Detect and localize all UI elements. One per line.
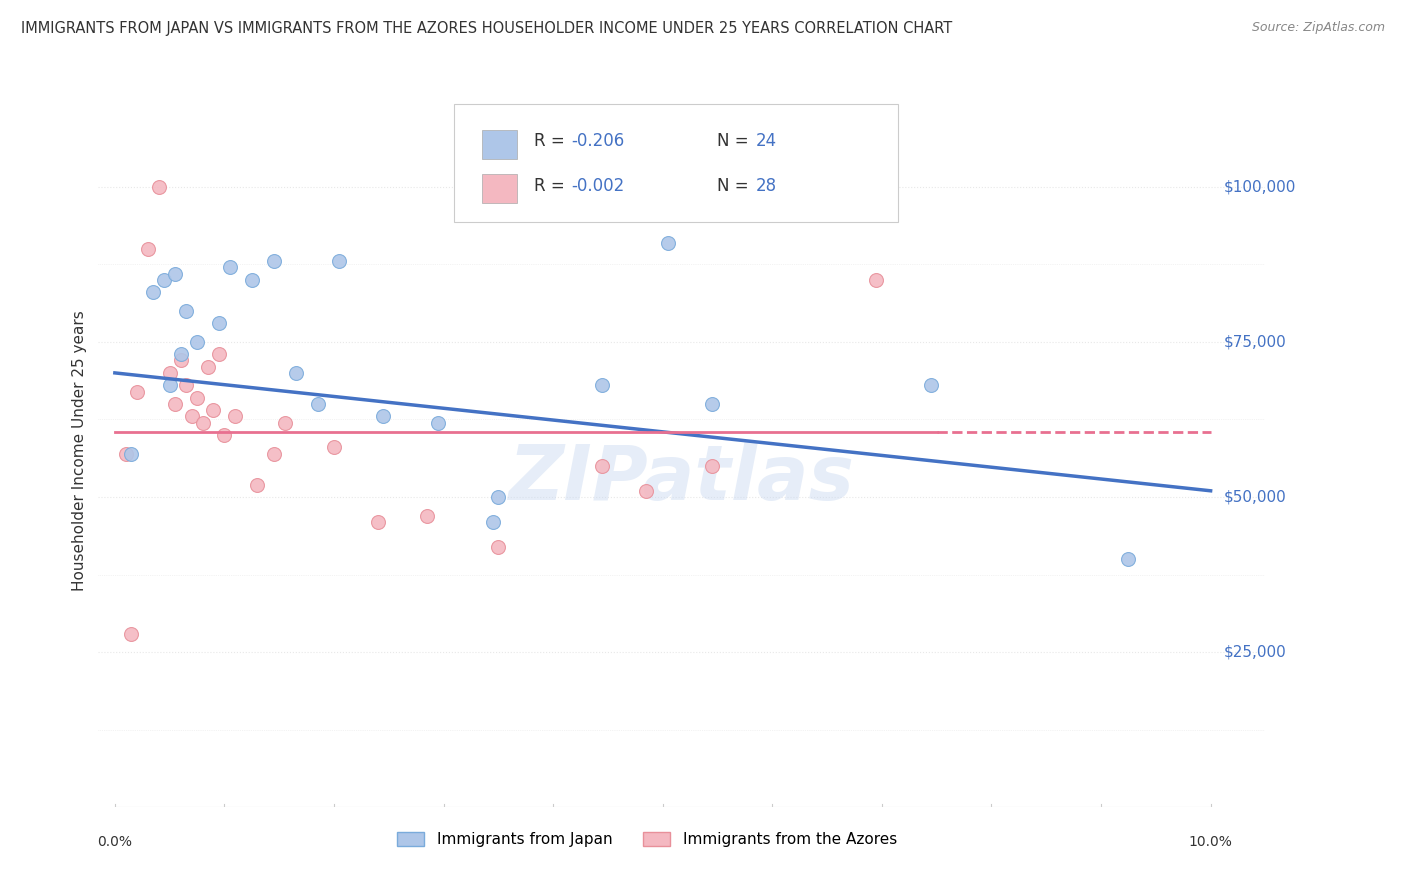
Point (700, 458, 723, 473)
Text: $100,000: $100,000 (1223, 179, 1296, 194)
Point (224, 409, 246, 424)
Point (136, 242, 159, 256)
Point (328, 254, 350, 268)
Point (486, 490, 509, 504)
Point (208, 347, 231, 361)
Text: 24: 24 (755, 133, 776, 151)
Point (165, 397, 187, 411)
Point (186, 391, 208, 405)
Text: $25,000: $25,000 (1223, 645, 1286, 659)
Text: ZIPatlas: ZIPatlas (509, 442, 855, 516)
Y-axis label: Householder Income Under 25 years: Householder Income Under 25 years (72, 310, 87, 591)
Point (246, 477, 269, 491)
Point (174, 303, 197, 318)
Point (125, 384, 148, 399)
FancyBboxPatch shape (482, 174, 517, 202)
Point (307, 397, 329, 411)
Point (591, 458, 613, 473)
Text: 0.0%: 0.0% (97, 835, 132, 849)
Point (920, 378, 942, 392)
Point (191, 416, 214, 430)
FancyBboxPatch shape (454, 104, 898, 222)
Text: Source: ZipAtlas.com: Source: ZipAtlas.com (1251, 21, 1385, 35)
Point (486, 540, 509, 554)
Point (284, 366, 307, 380)
Point (208, 316, 231, 330)
Text: $50,000: $50,000 (1223, 490, 1286, 505)
Point (148, 179, 170, 194)
Point (1118, 552, 1140, 566)
Point (240, 273, 263, 287)
Point (273, 416, 295, 430)
Point (180, 409, 202, 424)
Text: -0.002: -0.002 (571, 177, 624, 194)
Point (214, 428, 236, 442)
Point (427, 416, 450, 430)
Point (186, 334, 208, 349)
Text: N =: N = (717, 133, 754, 151)
Text: IMMIGRANTS FROM JAPAN VS IMMIGRANTS FROM THE AZORES HOUSEHOLDER INCOME UNDER 25 : IMMIGRANTS FROM JAPAN VS IMMIGRANTS FROM… (21, 21, 952, 37)
Point (114, 446, 136, 460)
Point (657, 235, 679, 250)
Text: N =: N = (717, 177, 754, 194)
Point (482, 515, 505, 529)
Point (169, 353, 191, 368)
Legend: Immigrants from Japan, Immigrants from the Azores: Immigrants from Japan, Immigrants from t… (391, 825, 903, 853)
Point (700, 397, 723, 411)
Point (169, 347, 191, 361)
Point (591, 378, 613, 392)
Point (120, 446, 142, 460)
Text: R =: R = (534, 177, 569, 194)
Point (263, 254, 285, 268)
Point (197, 359, 219, 374)
Point (636, 483, 658, 498)
Point (142, 285, 165, 300)
FancyBboxPatch shape (482, 130, 517, 159)
Point (153, 273, 176, 287)
Text: 10.0%: 10.0% (1188, 835, 1233, 849)
Text: R =: R = (534, 133, 569, 151)
Point (159, 366, 181, 380)
Text: $75,000: $75,000 (1223, 334, 1286, 350)
Point (865, 273, 887, 287)
Point (323, 441, 346, 455)
Point (202, 403, 225, 417)
Point (373, 409, 395, 424)
Point (120, 626, 142, 640)
Text: -0.206: -0.206 (571, 133, 624, 151)
Point (367, 515, 389, 529)
Point (159, 378, 181, 392)
Point (416, 508, 439, 523)
Text: 28: 28 (755, 177, 776, 194)
Point (219, 260, 242, 275)
Point (165, 267, 187, 281)
Point (174, 378, 197, 392)
Point (263, 446, 285, 460)
